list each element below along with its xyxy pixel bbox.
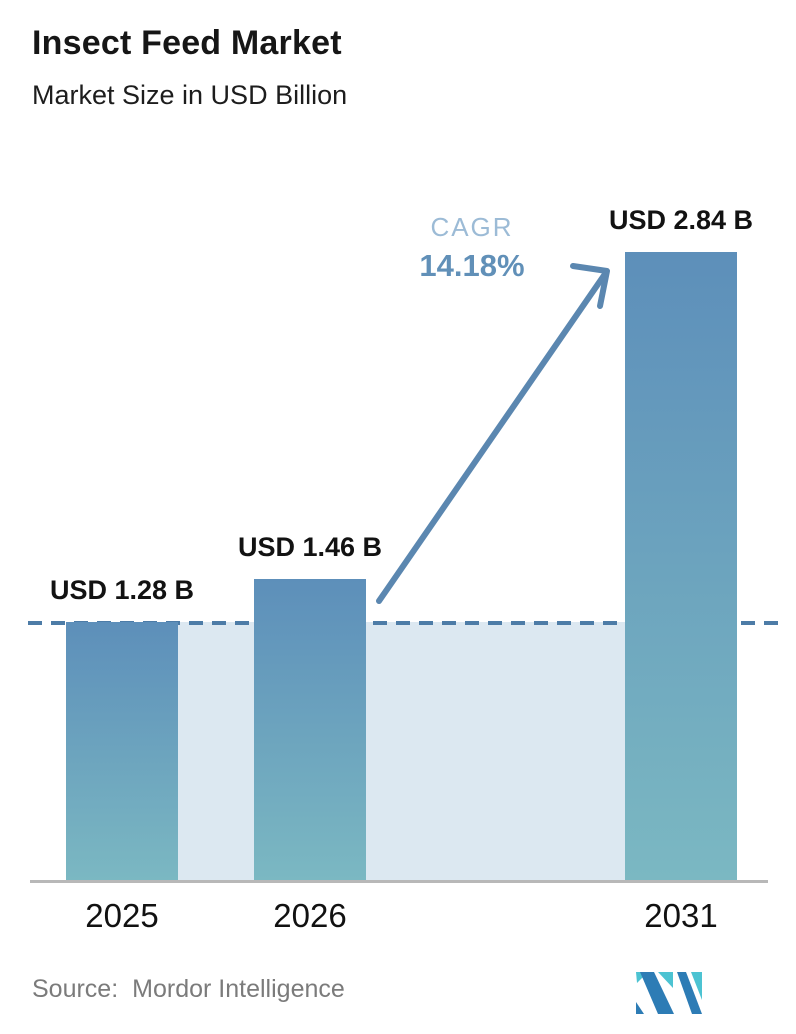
source-label: Source: [32,975,119,1003]
cagr-annotation: CAGR 14.18% [392,212,552,284]
source-line: Source: Mordor Intelligence [32,975,345,1004]
logo-teal-triangle-middle [658,972,673,988]
bar-2031 [625,252,737,881]
bar-2026 [254,579,366,881]
mordor-intelligence-logo [636,972,702,1014]
logo-blue-band-left [640,972,674,1014]
cagr-label: CAGR [430,212,514,242]
growth-arrow-head [570,263,610,309]
logo-blue-band-right [677,972,702,1014]
page-subtitle: Market Size in USD Billion [32,80,348,110]
x-axis-label-2025: 2025 [85,897,159,934]
cagr-value: 14.18% [419,248,525,283]
logo-blue-notch [636,1002,644,1014]
bar-value-label-2025: USD 1.28 B [49,575,195,605]
growth-arrow-shaft [376,271,608,604]
bar-2025 [66,622,178,881]
page-title: Insect Feed Market [32,24,342,62]
bar-value-label-2026: USD 1.46 B [237,532,383,562]
logo-teal-triangle-right [691,972,702,1000]
baseline-dashed-line [28,621,780,625]
x-axis-label-2031: 2031 [644,897,718,934]
bar-value-label-2031: USD 2.84 B [608,205,754,235]
x-axis-line [30,880,768,883]
x-axis-label-2026: 2026 [273,897,347,934]
source-value: Mordor Intelligence [132,975,345,1003]
